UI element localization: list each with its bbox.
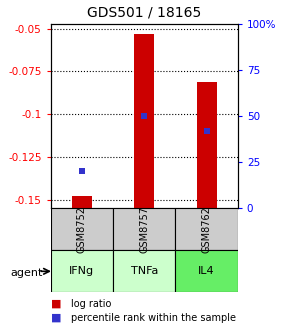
Bar [72,196,92,208]
Bar [134,34,154,208]
Text: ■: ■ [51,299,61,309]
Text: GSM8752: GSM8752 [77,206,87,253]
Text: IFNg: IFNg [69,266,95,276]
Text: percentile rank within the sample: percentile rank within the sample [71,312,236,323]
Bar [197,82,217,208]
Bar [113,208,175,250]
Bar [175,208,238,250]
Text: agent: agent [10,268,43,279]
Bar [51,208,113,250]
Text: GSM8757: GSM8757 [139,206,149,253]
Bar [175,250,238,292]
Bar [113,250,175,292]
Text: GSM8762: GSM8762 [202,206,212,253]
Text: TNFa: TNFa [130,266,158,276]
Text: log ratio: log ratio [71,299,111,309]
Text: IL4: IL4 [198,266,215,276]
Text: ■: ■ [51,312,61,323]
Bar [51,250,113,292]
Title: GDS501 / 18165: GDS501 / 18165 [87,6,201,19]
